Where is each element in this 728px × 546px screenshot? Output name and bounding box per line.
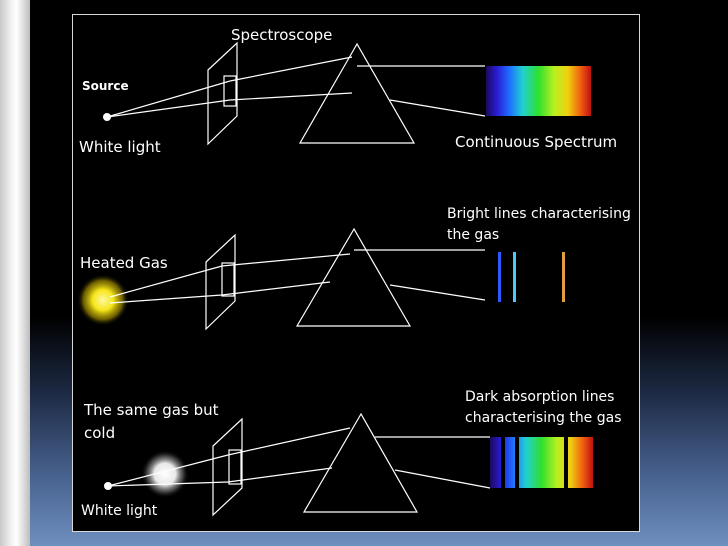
slit-plate	[212, 417, 243, 517]
left-decorative-bar	[0, 0, 30, 546]
slit-plate	[207, 41, 238, 146]
same-gas-label-line1: The same gas but	[83, 401, 219, 419]
same-gas-label-line2: cold	[84, 424, 115, 442]
ray-out-lower	[389, 99, 486, 117]
source-label: Source	[82, 79, 129, 93]
emission-line-blue	[498, 252, 501, 302]
ray-lower	[106, 99, 231, 118]
heated-gas-label: Heated Gas	[80, 254, 168, 272]
ray-lower	[109, 294, 223, 304]
cold-gas-glow	[141, 450, 189, 498]
absorption-line	[564, 437, 568, 488]
row-absorption	[107, 412, 491, 517]
ray-out-lower	[394, 469, 491, 489]
row-emission	[109, 227, 486, 331]
bright-lines-label-line1: Bright lines characterising	[447, 206, 631, 222]
source-point	[103, 113, 111, 121]
ray-upper	[227, 427, 351, 456]
absorption-line	[515, 437, 519, 488]
ray-out-lower	[389, 284, 486, 301]
white-light-label-2: White light	[81, 503, 158, 519]
continuous-spectrum-label: Continuous Spectrum	[455, 133, 617, 151]
slit-opening	[221, 262, 235, 297]
ray-lower	[221, 281, 331, 296]
spectroscope-label: Spectroscope	[231, 26, 332, 44]
prism	[295, 227, 412, 327]
row-continuous	[106, 41, 486, 146]
heated-gas-glow	[77, 274, 129, 326]
ray-upper	[107, 454, 229, 487]
ray-lower	[107, 481, 229, 487]
slit-plate	[205, 233, 236, 331]
prism	[298, 42, 416, 144]
white-light-point	[104, 482, 112, 490]
slit-opening	[223, 75, 237, 107]
absorption-line	[501, 437, 505, 488]
dark-lines-label-line1: Dark absorption lines	[465, 389, 614, 405]
continuous-spectrum-bar	[486, 66, 591, 116]
ray-upper	[221, 253, 351, 267]
dark-lines-label-line2: characterising the gas	[465, 410, 622, 426]
prism	[302, 412, 419, 513]
ray-upper	[106, 80, 231, 118]
ray-lower	[227, 467, 333, 483]
ray-lower	[229, 92, 353, 101]
emission-line-cyan	[513, 252, 516, 302]
absorption-spectrum-bar	[490, 437, 593, 488]
white-light-label: White light	[79, 138, 161, 156]
ray-upper	[229, 56, 353, 82]
slit-opening	[228, 449, 242, 485]
ray-upper	[109, 265, 223, 298]
bright-lines-label-line2: the gas	[447, 227, 499, 243]
emission-line-orange	[562, 252, 565, 302]
